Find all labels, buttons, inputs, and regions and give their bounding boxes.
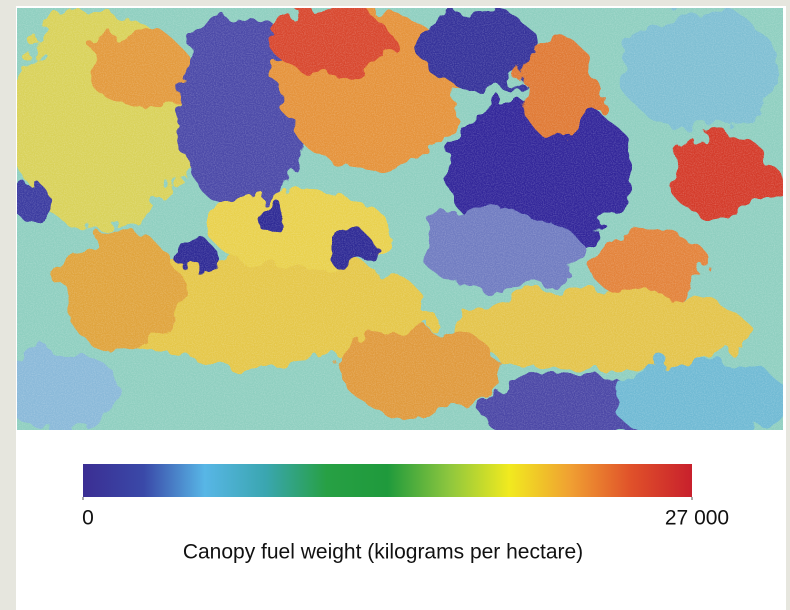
tick-label: 0 bbox=[82, 507, 94, 530]
tick-label: 27 000 bbox=[665, 507, 729, 530]
page: Canopy fuel weight (kilograms per hectar… bbox=[0, 0, 790, 610]
colorbar bbox=[83, 464, 692, 497]
colorbar-label: Canopy fuel weight (kilograms per hectar… bbox=[183, 541, 583, 564]
fuel-map bbox=[0, 5, 790, 445]
figure: Canopy fuel weight (kilograms per hectar… bbox=[0, 0, 790, 610]
